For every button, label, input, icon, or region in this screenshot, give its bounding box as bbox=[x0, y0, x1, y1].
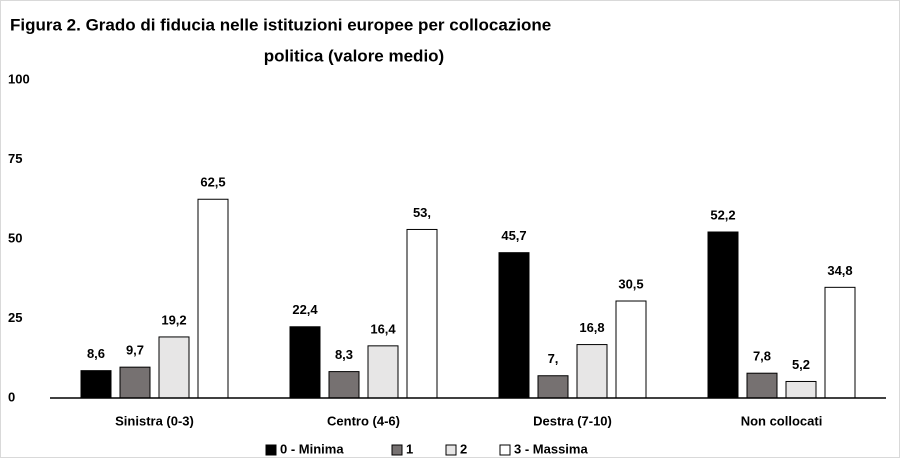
x-tick-label: Non collocati bbox=[741, 413, 823, 428]
data-label: 53, bbox=[413, 205, 431, 220]
bar bbox=[406, 228, 438, 399]
bar bbox=[328, 371, 360, 399]
legend-swatch bbox=[391, 444, 403, 456]
legend-label: 1 bbox=[406, 441, 413, 456]
bar bbox=[80, 370, 112, 399]
data-label: 8,3 bbox=[335, 347, 353, 362]
data-label: 7,8 bbox=[753, 349, 771, 364]
legend-swatch bbox=[499, 444, 511, 456]
data-label: 5,2 bbox=[792, 357, 810, 372]
y-tick-label: 75 bbox=[8, 151, 22, 166]
y-tick-label: 0 bbox=[8, 389, 15, 404]
y-tick-label: 50 bbox=[8, 230, 22, 245]
bar bbox=[537, 375, 569, 399]
bar bbox=[158, 336, 190, 399]
data-label: 16,4 bbox=[370, 321, 396, 336]
data-label: 62,5 bbox=[200, 175, 225, 190]
data-label: 30,5 bbox=[618, 276, 643, 291]
bar bbox=[367, 345, 399, 399]
data-label: 19,2 bbox=[161, 312, 186, 327]
bar bbox=[824, 286, 856, 399]
legend-label: 3 - Massima bbox=[514, 441, 588, 456]
bar bbox=[615, 300, 647, 399]
data-label: 8,6 bbox=[87, 346, 105, 361]
data-label: 34,8 bbox=[827, 263, 852, 278]
data-label: 7, bbox=[548, 351, 559, 366]
x-tick-label: Centro (4-6) bbox=[327, 413, 400, 428]
bar bbox=[498, 252, 530, 399]
legend-label: 0 - Minima bbox=[280, 441, 344, 456]
bar bbox=[785, 380, 817, 399]
chart-title: Figura 2. Grado di fiducia nelle istituz… bbox=[10, 15, 551, 34]
bar bbox=[707, 231, 739, 399]
data-label: 9,7 bbox=[126, 343, 144, 358]
data-label: 52,2 bbox=[710, 207, 735, 222]
y-tick-label: 25 bbox=[8, 310, 22, 325]
legend-label: 2 bbox=[460, 441, 467, 456]
data-label: 16,8 bbox=[579, 320, 604, 335]
bar bbox=[197, 198, 229, 399]
x-tick-label: Sinistra (0-3) bbox=[115, 413, 194, 428]
bar bbox=[576, 344, 608, 399]
chart-title: politica (valore medio) bbox=[264, 46, 444, 65]
legend-swatch bbox=[265, 444, 277, 456]
data-label: 22,4 bbox=[292, 302, 318, 317]
legend-swatch bbox=[445, 444, 457, 456]
bar bbox=[746, 372, 778, 399]
x-tick-label: Destra (7-10) bbox=[533, 413, 612, 428]
y-tick-label: 100 bbox=[8, 71, 30, 86]
bar bbox=[119, 366, 151, 399]
data-label: 45,7 bbox=[501, 228, 526, 243]
bar bbox=[289, 326, 321, 399]
